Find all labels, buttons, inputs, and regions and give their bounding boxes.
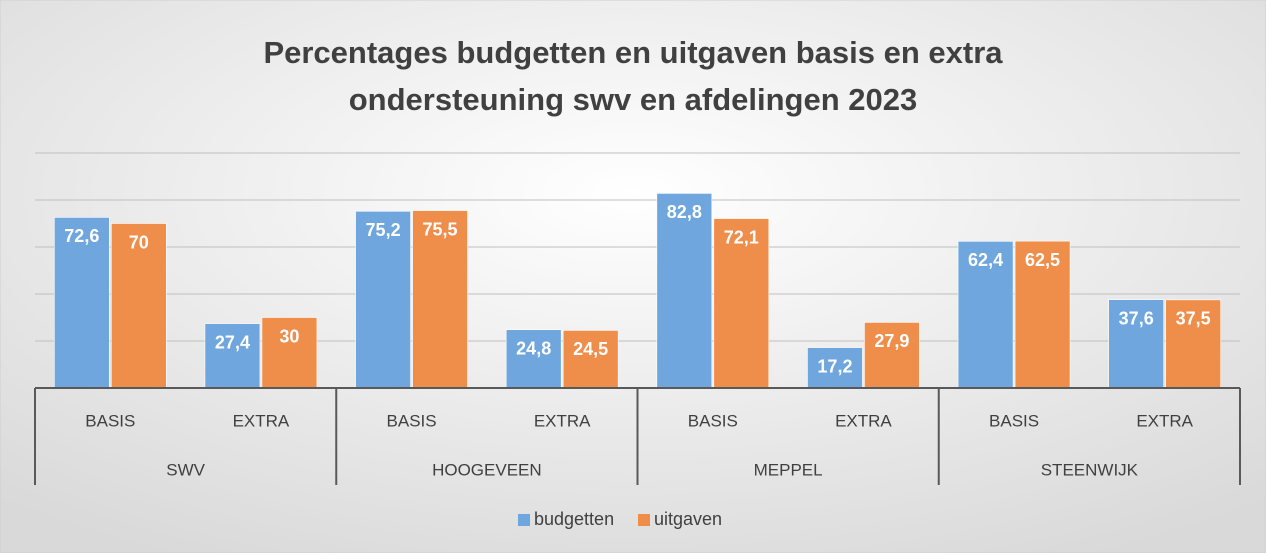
bar xyxy=(864,322,920,389)
data-label: 27,9 xyxy=(874,331,909,351)
legend-swatch xyxy=(518,514,530,526)
bar xyxy=(807,347,863,389)
group-label: SWV xyxy=(166,460,205,479)
bar xyxy=(1165,299,1221,389)
group-label: MEPPEL xyxy=(754,460,823,479)
data-label: 62,5 xyxy=(1025,250,1060,270)
bar xyxy=(54,217,110,389)
chart-title: Percentages budgetten en uitgaven basis … xyxy=(263,35,1003,70)
bar xyxy=(562,330,619,389)
data-label: 37,6 xyxy=(1119,308,1154,328)
x-tick-label: EXTRA xyxy=(1136,411,1193,430)
bar xyxy=(957,241,1014,389)
x-tick-label: EXTRA xyxy=(233,411,290,430)
data-label: 82,8 xyxy=(667,202,702,222)
data-label: 75,5 xyxy=(423,219,458,239)
bar xyxy=(412,210,468,389)
legend-label: uitgaven xyxy=(654,509,722,529)
x-tick-label: BASIS xyxy=(989,411,1039,430)
data-label: 27,4 xyxy=(215,332,250,352)
x-tick-label: BASIS xyxy=(387,411,437,430)
chart-title: ondersteuning swv en afdelingen 2023 xyxy=(349,82,917,117)
bar xyxy=(1108,299,1164,389)
data-label: 70 xyxy=(129,232,149,252)
legend-label: budgetten xyxy=(534,509,614,529)
group-label: HOOGEVEEN xyxy=(432,460,542,479)
data-label: 72,6 xyxy=(64,226,99,246)
x-tick-label: EXTRA xyxy=(835,411,892,430)
x-tick-label: BASIS xyxy=(688,411,738,430)
data-label: 75,2 xyxy=(366,220,401,240)
data-label: 30 xyxy=(279,326,299,346)
x-tick-label: EXTRA xyxy=(534,411,591,430)
bar xyxy=(505,329,562,389)
legend-swatch xyxy=(638,514,650,526)
bar xyxy=(713,218,770,389)
data-label: 17,2 xyxy=(817,356,852,376)
data-label: 24,5 xyxy=(573,339,608,359)
bar xyxy=(1014,240,1071,389)
x-tick-label: BASIS xyxy=(85,411,135,430)
data-label: 37,5 xyxy=(1176,309,1211,329)
data-label: 62,4 xyxy=(968,250,1003,270)
bar xyxy=(656,193,713,389)
data-label: 72,1 xyxy=(724,227,759,247)
data-label: 24,8 xyxy=(516,338,551,358)
group-label: STEENWIJK xyxy=(1041,460,1139,479)
